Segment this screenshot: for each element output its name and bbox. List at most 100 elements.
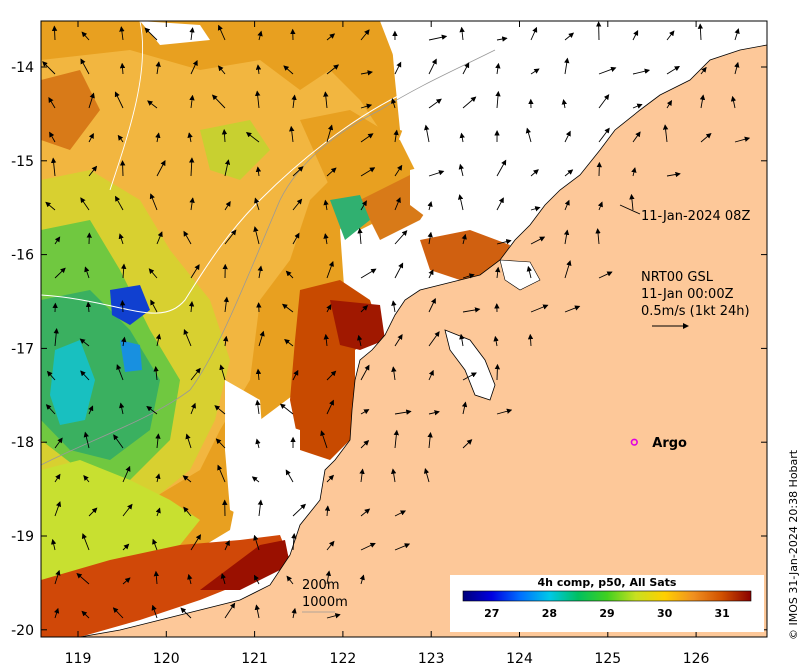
current-vector <box>632 131 641 143</box>
current-vector <box>81 533 90 551</box>
current-vector <box>286 575 294 585</box>
current-vector <box>291 607 297 619</box>
credit-label: © IMOS 31-Jan-2024 20:38 Hobart <box>787 449 800 640</box>
current-vector <box>185 433 192 449</box>
current-vector <box>629 193 635 211</box>
current-vector <box>223 335 229 347</box>
current-vector <box>114 91 124 109</box>
current-vector <box>394 164 403 177</box>
current-vector <box>564 199 570 211</box>
current-vector <box>183 230 192 245</box>
current-vector <box>423 468 430 483</box>
current-vector <box>393 129 399 143</box>
current-vector <box>83 431 90 449</box>
colorbar-tick-label: 29 <box>599 607 614 620</box>
current-vector <box>190 534 201 551</box>
current-vector <box>359 574 365 585</box>
current-vector <box>428 297 436 313</box>
current-vector <box>46 370 56 381</box>
current-vector <box>597 201 603 211</box>
current-vector <box>662 124 669 143</box>
current-vector <box>428 98 442 109</box>
lon-tick-label: 120 <box>153 651 180 667</box>
current-vector <box>666 100 673 109</box>
current-vector <box>326 124 334 143</box>
current-vector <box>80 197 90 211</box>
current-vector <box>217 464 226 483</box>
current-vector <box>530 206 541 212</box>
current-vector <box>700 66 707 75</box>
current-vector <box>632 103 643 109</box>
current-vector <box>149 193 158 211</box>
plot-frame <box>40 20 768 638</box>
current-vector <box>54 569 61 585</box>
current-vector <box>320 430 328 449</box>
current-vector <box>697 23 704 41</box>
current-vector <box>48 97 56 109</box>
current-vector <box>428 170 445 177</box>
king-sound <box>444 329 496 401</box>
current-vector <box>462 372 477 381</box>
current-vector <box>79 338 90 347</box>
current-vector <box>459 132 465 143</box>
current-vector <box>462 439 473 449</box>
current-vector <box>393 429 400 449</box>
current-vector <box>155 507 161 517</box>
current-vector <box>253 534 260 551</box>
current-vector <box>245 131 260 143</box>
current-vector <box>360 70 373 76</box>
current-vector <box>80 58 90 75</box>
product-label: NRT00 GSL <box>641 270 714 285</box>
current-vector <box>190 402 196 415</box>
argo-float-marker[interactable] <box>630 438 638 446</box>
isobath-1000m-label: 1000m <box>302 595 348 610</box>
current-vector <box>666 30 675 41</box>
current-vector <box>326 260 334 279</box>
current-vector <box>496 36 508 42</box>
current-vector <box>564 260 572 279</box>
current-vector <box>530 169 539 177</box>
current-vector <box>564 305 581 313</box>
current-vector <box>253 226 260 245</box>
current-vector <box>427 201 433 211</box>
current-vector <box>360 133 374 143</box>
current-vector <box>50 157 57 177</box>
lon-tick-label: 123 <box>418 651 445 667</box>
current-vector <box>255 64 262 75</box>
current-vector <box>461 401 468 415</box>
current-vector <box>598 94 610 109</box>
current-vector <box>81 31 90 41</box>
current-vector <box>254 197 260 211</box>
colorbar-tick-label: 31 <box>715 607 730 620</box>
current-vector <box>54 473 61 483</box>
current-vector <box>457 194 464 211</box>
current-vector <box>121 336 127 347</box>
current-vector <box>224 200 231 211</box>
lat-tick-label: -17 <box>11 341 34 357</box>
current-vector <box>283 65 294 75</box>
current-vector <box>493 335 499 347</box>
current-vector <box>666 65 681 75</box>
current-vector <box>292 166 304 177</box>
current-vector <box>459 26 465 41</box>
current-vector <box>119 160 126 177</box>
current-vector <box>598 127 610 143</box>
current-vector <box>326 64 340 75</box>
current-vector <box>54 607 60 619</box>
lat-tick-label: -15 <box>11 154 34 170</box>
current-vector <box>119 26 125 41</box>
current-vector <box>188 157 195 177</box>
current-vector <box>112 607 124 619</box>
current-vector <box>153 366 159 381</box>
current-vector <box>631 167 637 177</box>
current-vector <box>494 363 501 381</box>
current-vector <box>51 538 57 551</box>
current-vector <box>190 60 198 75</box>
current-vector <box>357 227 363 245</box>
current-vector <box>51 25 58 41</box>
current-vector <box>224 229 237 245</box>
current-vector <box>326 399 334 415</box>
current-vector <box>428 269 434 279</box>
current-vector <box>156 231 163 245</box>
